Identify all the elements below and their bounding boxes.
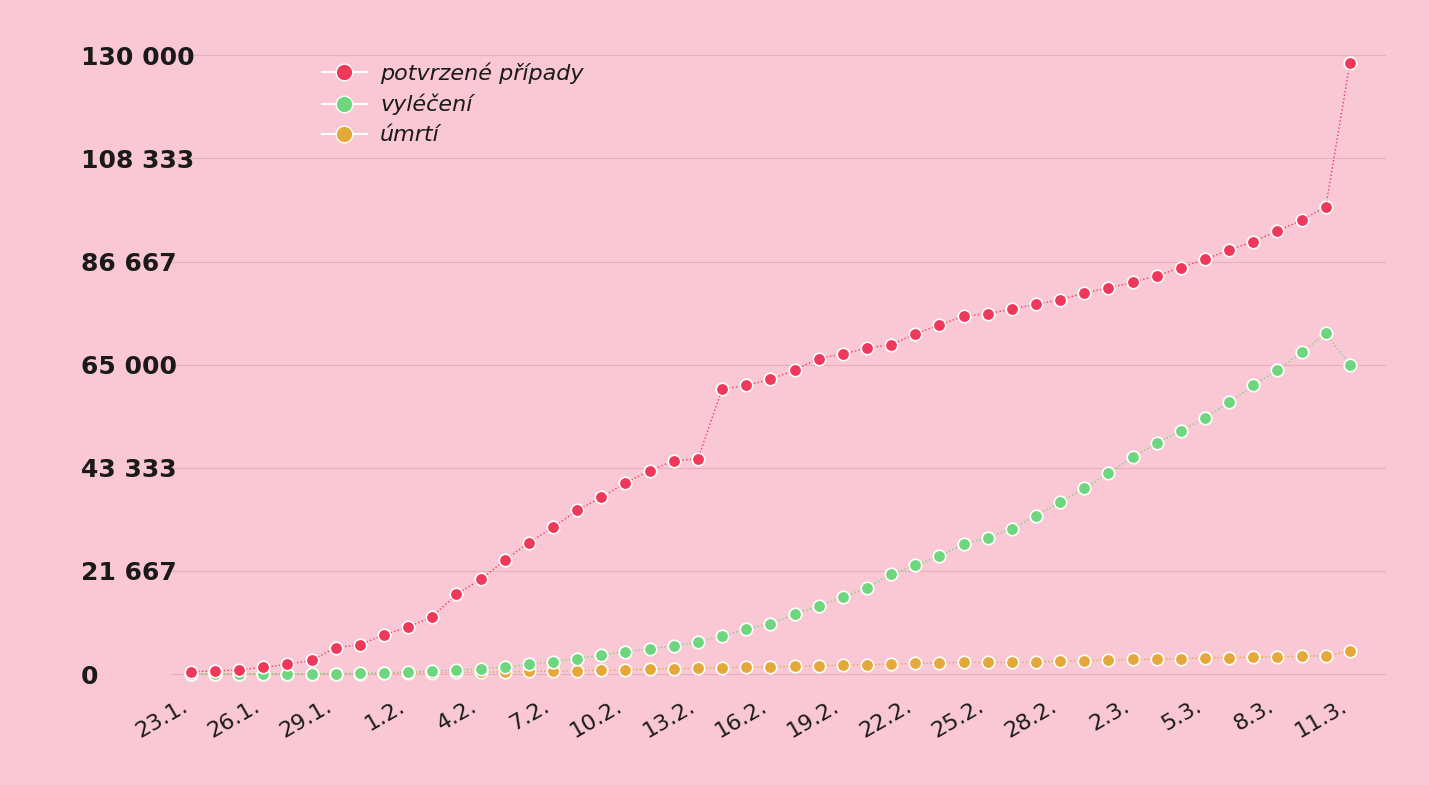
Legend: potvrzené případy, vyléčení, úmrtí: potvrzené případy, vyléčení, úmrtí (323, 62, 583, 145)
